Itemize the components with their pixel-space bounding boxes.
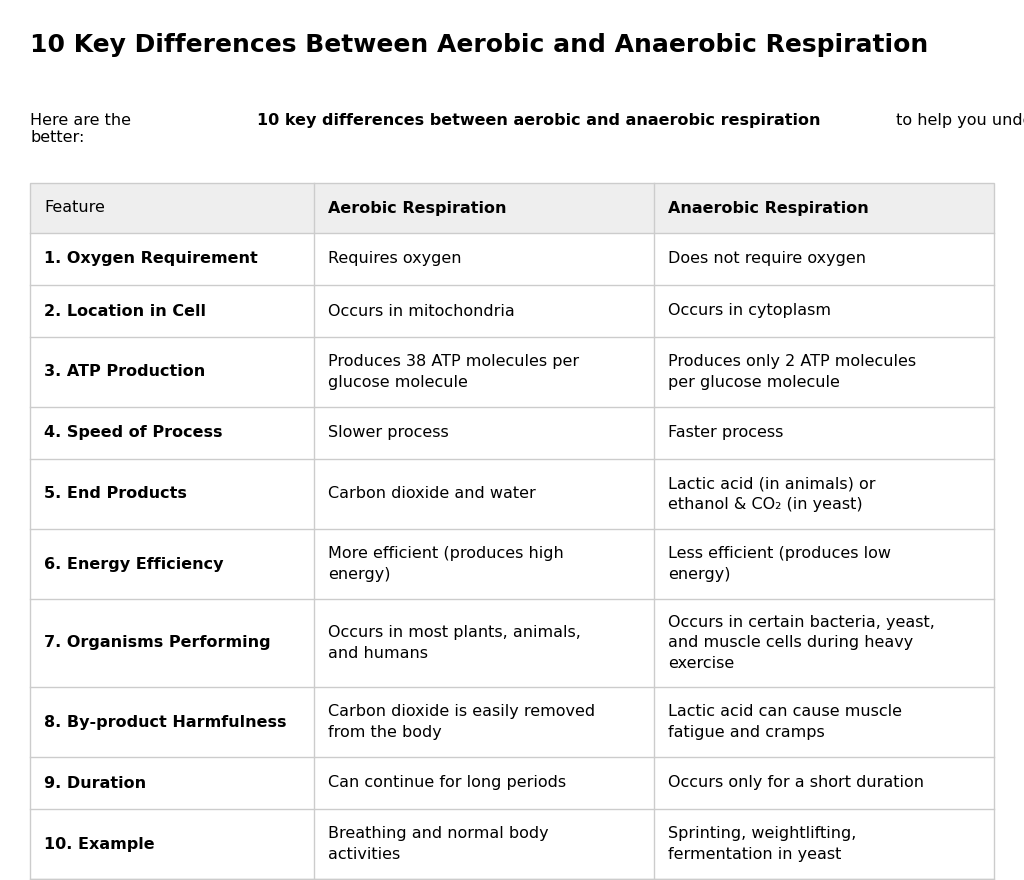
Text: 4. Speed of Process: 4. Speed of Process: [44, 426, 222, 441]
Text: 7. Organisms Performing: 7. Organisms Performing: [44, 635, 270, 650]
Bar: [30, 757, 994, 809]
Bar: [30, 407, 994, 459]
Text: better:: better:: [30, 130, 84, 145]
Text: 2. Location in Cell: 2. Location in Cell: [44, 304, 206, 319]
Text: Carbon dioxide and water: Carbon dioxide and water: [329, 487, 537, 502]
Text: Faster process: Faster process: [668, 426, 783, 441]
Text: Occurs only for a short duration: Occurs only for a short duration: [668, 775, 924, 790]
Bar: [30, 599, 994, 687]
Text: 10. Example: 10. Example: [44, 837, 155, 852]
Text: Slower process: Slower process: [329, 426, 450, 441]
Bar: [30, 687, 994, 757]
Bar: [30, 183, 994, 233]
Text: Requires oxygen: Requires oxygen: [329, 252, 462, 267]
Text: Anaerobic Respiration: Anaerobic Respiration: [668, 201, 868, 216]
Text: 3. ATP Production: 3. ATP Production: [44, 364, 205, 379]
Bar: [30, 529, 994, 599]
Text: 6. Energy Efficiency: 6. Energy Efficiency: [44, 556, 223, 571]
Text: Feature: Feature: [44, 201, 104, 216]
Text: Carbon dioxide is easily removed
from the body: Carbon dioxide is easily removed from th…: [329, 704, 596, 740]
Text: 10 Key Differences Between Aerobic and Anaerobic Respiration: 10 Key Differences Between Aerobic and A…: [30, 33, 928, 57]
Bar: [30, 337, 994, 407]
Text: Lactic acid can cause muscle
fatigue and cramps: Lactic acid can cause muscle fatigue and…: [668, 704, 902, 740]
Text: Here are the: Here are the: [30, 113, 136, 128]
Text: 5. End Products: 5. End Products: [44, 487, 186, 502]
Text: Does not require oxygen: Does not require oxygen: [668, 252, 865, 267]
Text: Produces only 2 ATP molecules
per glucose molecule: Produces only 2 ATP molecules per glucos…: [668, 355, 915, 390]
Text: 9. Duration: 9. Duration: [44, 775, 146, 790]
Text: Can continue for long periods: Can continue for long periods: [329, 775, 566, 790]
Bar: [30, 183, 994, 879]
Text: More efficient (produces high
energy): More efficient (produces high energy): [329, 546, 564, 582]
Text: Breathing and normal body
activities: Breathing and normal body activities: [329, 826, 549, 862]
Text: Lactic acid (in animals) or
ethanol & CO₂ (in yeast): Lactic acid (in animals) or ethanol & CO…: [668, 476, 876, 511]
Text: to help you understand the topic: to help you understand the topic: [891, 113, 1024, 128]
Bar: [30, 809, 994, 879]
Text: Occurs in most plants, animals,
and humans: Occurs in most plants, animals, and huma…: [329, 626, 582, 661]
Text: Occurs in cytoplasm: Occurs in cytoplasm: [668, 304, 830, 319]
Text: Occurs in certain bacteria, yeast,
and muscle cells during heavy
exercise: Occurs in certain bacteria, yeast, and m…: [668, 615, 935, 671]
Text: 1. Oxygen Requirement: 1. Oxygen Requirement: [44, 252, 258, 267]
Text: Sprinting, weightlifting,
fermentation in yeast: Sprinting, weightlifting, fermentation i…: [668, 826, 856, 862]
Text: Produces 38 ATP molecules per
glucose molecule: Produces 38 ATP molecules per glucose mo…: [329, 355, 580, 390]
Bar: [30, 459, 994, 529]
Text: Less efficient (produces low
energy): Less efficient (produces low energy): [668, 546, 891, 582]
Bar: [30, 285, 994, 337]
Text: Aerobic Respiration: Aerobic Respiration: [329, 201, 507, 216]
Text: Occurs in mitochondria: Occurs in mitochondria: [329, 304, 515, 319]
Bar: [30, 233, 994, 285]
Text: 10 key differences between aerobic and anaerobic respiration: 10 key differences between aerobic and a…: [257, 113, 821, 128]
Text: 8. By-product Harmfulness: 8. By-product Harmfulness: [44, 715, 287, 730]
